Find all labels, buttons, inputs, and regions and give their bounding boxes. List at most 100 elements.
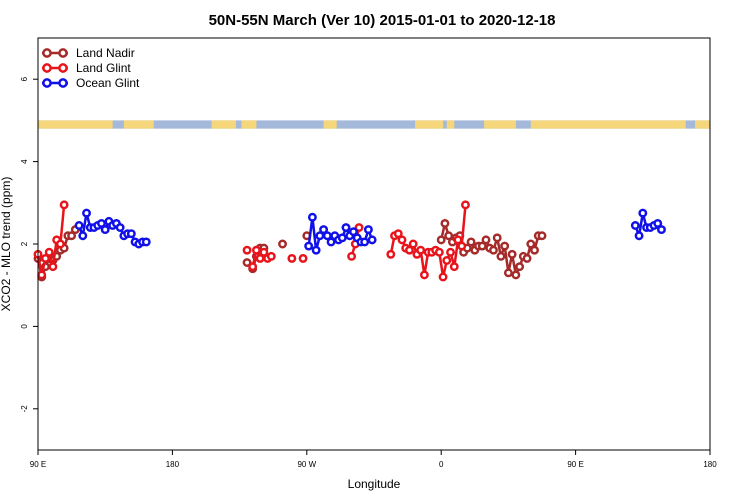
- data-point: [481, 235, 491, 245]
- chart-title: 50N-55N March (Ver 10) 2015-01-01 to 202…: [209, 12, 556, 29]
- data-point: [141, 237, 151, 247]
- data-point: [630, 221, 640, 230]
- data-point: [242, 258, 252, 267]
- data-point: [59, 200, 69, 210]
- land-patch: [38, 120, 113, 129]
- data-point: [367, 235, 377, 245]
- land-patch: [530, 120, 686, 129]
- data-point: [354, 223, 364, 232]
- land-patch: [323, 120, 337, 129]
- legend-marker: [58, 78, 68, 88]
- x-tick-label: 180: [166, 460, 180, 469]
- data-point: [440, 218, 450, 228]
- series-layer: [33, 200, 666, 282]
- legend-item: Land Nadir: [42, 46, 135, 60]
- data-point: [500, 241, 510, 251]
- land-patch: [241, 120, 257, 129]
- data-point: [363, 225, 373, 235]
- data-point: [496, 251, 506, 261]
- legend-item: Land Glint: [42, 61, 131, 75]
- data-point: [360, 237, 370, 247]
- data-point: [634, 231, 644, 241]
- data-point: [444, 231, 454, 241]
- data-point: [326, 237, 336, 247]
- y-axis: -2 0 2 4 6: [20, 76, 38, 412]
- data-point: [67, 231, 77, 241]
- series-ocean-glint: [74, 208, 666, 255]
- x-tick-label: 90 W: [297, 460, 316, 469]
- data-point: [419, 270, 429, 280]
- data-point: [74, 221, 84, 230]
- data-point: [37, 270, 47, 280]
- data-point: [397, 235, 407, 245]
- data-point: [638, 208, 648, 218]
- data-point: [530, 245, 539, 255]
- data-point: [438, 272, 448, 282]
- data-point: [304, 241, 314, 251]
- y-tick-label: 2: [20, 241, 29, 246]
- data-point: [251, 245, 261, 255]
- data-point: [319, 225, 329, 235]
- legend-label: Land Glint: [76, 61, 131, 75]
- data-point: [511, 270, 521, 280]
- data-point: [386, 249, 396, 259]
- data-point: [287, 253, 297, 263]
- data-point: [248, 262, 258, 272]
- data-point: [416, 245, 426, 255]
- data-point: [242, 245, 252, 255]
- data-point: [537, 231, 547, 241]
- data-point: [82, 208, 91, 218]
- y-tick-label: -2: [20, 405, 29, 413]
- x-tick-label: 0: [439, 460, 444, 469]
- data-point: [657, 225, 666, 235]
- data-point: [442, 256, 452, 265]
- y-tick-label: 0: [20, 324, 29, 329]
- data-point: [78, 231, 88, 241]
- ocean-band: [38, 120, 710, 129]
- y-axis-label: XCO2 - MLO trend (ppm): [0, 177, 13, 312]
- data-point: [449, 262, 459, 272]
- data-point: [44, 247, 54, 257]
- data-point: [349, 227, 358, 237]
- data-point: [453, 235, 463, 245]
- data-point: [41, 253, 50, 263]
- data-point: [337, 233, 347, 243]
- data-point: [311, 245, 321, 255]
- data-point: [507, 249, 517, 259]
- data-point: [489, 245, 498, 255]
- land-ocean-band: [38, 120, 710, 129]
- legend-label: Ocean Glint: [76, 76, 140, 90]
- land-patch: [415, 120, 444, 129]
- land-patch: [484, 120, 516, 129]
- legend-marker: [42, 78, 52, 88]
- data-point: [298, 253, 308, 263]
- land-patch: [123, 120, 154, 129]
- x-tick-label: 90 E: [30, 460, 46, 469]
- data-point: [266, 251, 276, 261]
- data-point: [259, 247, 269, 257]
- data-point: [100, 225, 110, 235]
- data-point: [347, 251, 357, 261]
- data-point: [515, 262, 525, 272]
- legend-marker: [42, 48, 52, 58]
- data-point: [434, 247, 444, 257]
- legend-marker: [42, 63, 52, 73]
- data-point: [307, 212, 317, 222]
- data-point: [393, 229, 403, 239]
- x-axis: 90 E 180 90 W 0 90 E 180: [30, 450, 717, 469]
- x-axis-label: Longitude: [348, 477, 401, 491]
- data-point: [492, 233, 502, 243]
- data-point: [97, 218, 106, 228]
- x-tick-label: 90 E: [567, 460, 583, 469]
- data-point: [526, 239, 536, 249]
- y-tick-label: 4: [20, 159, 29, 164]
- land-patch: [446, 120, 455, 129]
- data-point: [405, 245, 414, 255]
- data-point: [48, 262, 58, 272]
- data-point: [461, 200, 470, 210]
- data-point: [477, 241, 487, 251]
- y-tick-label: 6: [20, 76, 29, 81]
- data-point: [341, 223, 351, 232]
